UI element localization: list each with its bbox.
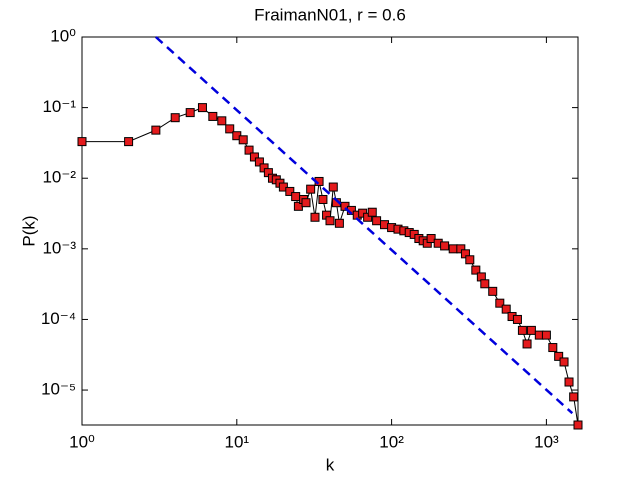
marker [488,286,498,296]
marker [526,325,536,335]
marker [254,157,264,167]
marker [197,103,207,113]
marker [456,244,466,254]
marker [564,377,574,387]
marker [325,216,335,226]
y-tick-label: 10⁻³ [42,238,76,257]
y-tick-label: 10⁰ [50,26,76,45]
marker [334,218,344,228]
marker [440,241,450,251]
marker [480,279,490,289]
marker [225,124,235,134]
series-line [155,36,574,415]
marker [465,255,475,265]
marker [554,351,564,361]
marker [512,314,522,324]
marker [471,265,481,275]
marker [559,357,569,367]
marker [541,330,551,340]
marker [318,194,328,204]
x-axis-label: k [326,455,335,474]
y-axis-label: P(k) [19,215,38,246]
y-tick-label: 10⁻⁵ [41,380,76,399]
marker [244,145,254,155]
y-tick-label: 10⁻¹ [42,97,76,116]
x-tick-label: 10¹ [225,432,250,451]
chart-title: FraimanN01, r = 0.6 [254,5,406,24]
x-tick-label: 10² [379,432,404,451]
marker [448,244,458,254]
marker [238,135,248,145]
plot-area [81,36,579,426]
marker [208,111,218,121]
marker [151,125,161,135]
x-tick-label: 10⁰ [69,432,95,451]
marker [569,392,579,402]
marker [367,207,377,217]
marker [170,113,180,123]
y-tick-label: 10⁻² [42,168,76,187]
marker [548,343,558,353]
marker [249,152,259,162]
marker [426,234,436,244]
marker [522,339,532,349]
marker [501,304,511,314]
marker [306,184,316,194]
x-tick-label: 10³ [534,432,559,451]
marker [573,420,583,430]
marker [328,182,338,192]
marker [310,212,320,222]
marker [285,186,295,196]
marker [217,116,227,126]
marker [291,192,301,202]
marker [124,137,134,147]
marker [372,216,382,226]
marker [517,325,527,335]
marker [301,198,311,208]
marker [185,108,195,118]
marker [363,212,373,222]
marker [77,137,87,147]
y-tick-label: 10⁻⁴ [41,309,76,328]
marker [495,298,505,308]
